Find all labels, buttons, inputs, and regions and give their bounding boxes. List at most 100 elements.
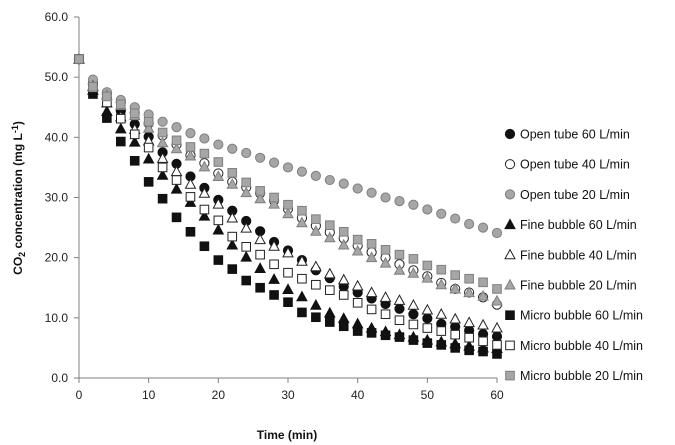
data-point bbox=[337, 273, 350, 285]
data-point bbox=[254, 192, 266, 204]
x-tick-label: 0 bbox=[76, 388, 83, 402]
data-point bbox=[365, 286, 378, 298]
data-point bbox=[323, 267, 336, 279]
y-axis: 0.0 10.0 20.0 30.0 40.0 50.0 60.0 bbox=[45, 10, 80, 385]
data-point bbox=[408, 309, 419, 320]
legend-label: Open tube 20 L/min bbox=[520, 188, 630, 202]
data-point bbox=[407, 298, 420, 310]
data-point bbox=[116, 99, 126, 110]
data-point bbox=[283, 297, 293, 307]
legend-item: Micro bubble 40 L/min bbox=[505, 339, 643, 353]
data-point bbox=[464, 332, 474, 343]
y-axis-title: CO2 concentration (mg L-1) bbox=[10, 121, 27, 275]
data-point bbox=[449, 312, 462, 324]
legend-marker bbox=[505, 310, 515, 320]
data-point bbox=[185, 128, 196, 139]
data-point bbox=[255, 152, 266, 163]
data-point bbox=[283, 199, 293, 210]
data-point bbox=[185, 226, 196, 237]
data-point bbox=[157, 162, 168, 173]
data-point bbox=[324, 174, 335, 186]
data-point bbox=[492, 340, 502, 350]
data-point bbox=[170, 165, 183, 177]
data-point bbox=[102, 91, 112, 102]
data-point bbox=[478, 277, 488, 288]
data-point bbox=[184, 196, 197, 207]
data-point bbox=[352, 183, 363, 194]
data-point bbox=[366, 187, 377, 198]
data-point bbox=[269, 290, 279, 300]
data-point bbox=[379, 256, 392, 268]
data-point bbox=[491, 331, 503, 342]
data-point bbox=[241, 177, 251, 188]
legend-item: Micro bubble 20 L/min bbox=[505, 369, 643, 383]
data-point bbox=[408, 199, 419, 210]
y-tick-label: 10.0 bbox=[45, 311, 69, 325]
data-point bbox=[171, 175, 182, 185]
data-point bbox=[268, 157, 280, 168]
data-point bbox=[337, 312, 350, 323]
data-point bbox=[74, 54, 84, 64]
y-tick-label: 30.0 bbox=[45, 191, 69, 205]
legend-marker bbox=[505, 370, 515, 381]
data-point bbox=[422, 313, 433, 324]
data-point bbox=[198, 187, 211, 198]
data-point bbox=[227, 143, 238, 154]
data-point bbox=[325, 317, 335, 327]
data-point bbox=[171, 135, 182, 146]
data-point bbox=[380, 309, 391, 320]
y-axis-title-part: concentration (mg L bbox=[11, 133, 25, 252]
data-point bbox=[156, 152, 169, 163]
data-point bbox=[129, 155, 140, 166]
data-point bbox=[436, 208, 447, 219]
series-7 bbox=[74, 54, 502, 350]
data-point bbox=[156, 136, 169, 148]
data-point bbox=[310, 170, 321, 181]
x-axis: 0 10 20 30 40 50 60 bbox=[76, 377, 504, 402]
data-point bbox=[227, 168, 238, 178]
series-layer bbox=[73, 52, 503, 359]
data-point bbox=[170, 182, 183, 194]
data-point bbox=[88, 81, 98, 92]
data-point bbox=[268, 273, 280, 284]
data-point bbox=[212, 197, 225, 209]
data-point bbox=[240, 250, 253, 262]
legend-marker bbox=[504, 128, 516, 140]
data-point bbox=[463, 286, 475, 298]
legend-marker bbox=[504, 159, 516, 170]
data-point bbox=[129, 129, 140, 140]
data-point bbox=[297, 273, 307, 284]
data-point bbox=[171, 122, 182, 133]
legend-label: Fine bubble 40 L/min bbox=[520, 248, 637, 262]
data-point bbox=[491, 294, 503, 306]
data-point bbox=[435, 307, 448, 319]
data-point bbox=[422, 338, 433, 348]
data-point bbox=[185, 142, 196, 152]
data-point bbox=[213, 215, 224, 226]
data-point bbox=[464, 218, 475, 230]
data-point bbox=[199, 133, 210, 144]
data-point bbox=[296, 290, 308, 302]
data-point bbox=[142, 152, 155, 164]
data-point bbox=[394, 196, 405, 207]
x-tick-label: 20 bbox=[212, 388, 226, 402]
x-tick-label: 50 bbox=[421, 388, 435, 402]
data-point bbox=[213, 139, 224, 150]
data-point bbox=[143, 142, 154, 153]
data-point bbox=[255, 186, 265, 196]
data-point bbox=[477, 318, 489, 330]
data-point bbox=[393, 264, 406, 275]
legend-item: Fine bubble 20 L/min bbox=[504, 279, 637, 293]
data-point bbox=[213, 157, 224, 167]
data-point bbox=[268, 239, 280, 251]
data-point bbox=[338, 178, 349, 189]
data-point bbox=[310, 260, 322, 272]
y-axis-title-part: ) bbox=[11, 121, 25, 125]
x-tick-label: 40 bbox=[351, 388, 365, 402]
data-point bbox=[241, 242, 251, 252]
data-point bbox=[338, 290, 349, 300]
data-point bbox=[296, 216, 308, 228]
data-point bbox=[282, 246, 294, 258]
data-point bbox=[352, 326, 363, 336]
